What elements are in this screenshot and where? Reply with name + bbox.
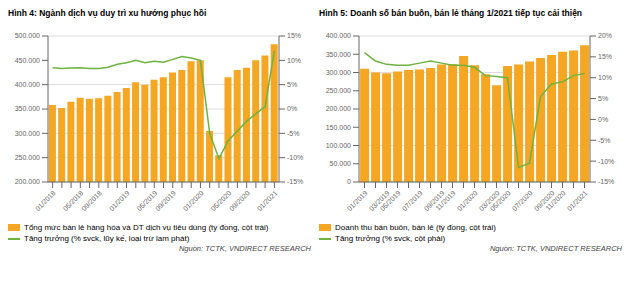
html-text:Tăng trưởng (% svck, lũy kế, l: Tăng trưởng (% svck, lũy kế, loại trừ la… — [24, 234, 190, 243]
html-text:Hình 4: Ngành dịch vụ duy trì: Hình 4: Ngành dịch vụ duy trì xu hướng p… — [8, 8, 207, 18]
svg-text:09/2019: 09/2019 — [422, 189, 446, 213]
svg-text:11/2019: 11/2019 — [434, 189, 457, 212]
svg-text:350.000: 350.000 — [15, 105, 40, 112]
html-text:Tổng mức bán lẻ hàng hóa và DT: Tổng mức bán lẻ hàng hóa và DT dịch vụ t… — [24, 223, 269, 232]
svg-text:05/2018: 05/2018 — [61, 189, 85, 213]
html-text:Tăng trưởng (% svck, cột phải): Tăng trưởng (% svck, cột phải) — [335, 234, 446, 243]
svg-text:01/2020: 01/2020 — [182, 189, 205, 212]
html-text:Doanh thu bán buôn, bán lẻ (tỷ: Doanh thu bán buôn, bán lẻ (tỷ đồng, cột… — [335, 223, 496, 232]
svg-text:400.000: 400.000 — [326, 32, 351, 39]
svg-text:20%: 20% — [598, 32, 612, 39]
svg-text:15%: 15% — [287, 32, 301, 39]
svg-text:01/2018: 01/2018 — [34, 189, 57, 212]
svg-text:09/2020: 09/2020 — [532, 189, 556, 213]
svg-text:01/2020: 01/2020 — [456, 189, 479, 212]
svg-text:01/2019: 01/2019 — [346, 189, 369, 212]
svg-text:05/2019: 05/2019 — [135, 189, 159, 213]
svg-text:07/2020: 07/2020 — [511, 189, 534, 212]
svg-text:0%: 0% — [598, 116, 608, 123]
svg-text:01/2021: 01/2021 — [566, 189, 589, 212]
svg-text:-5%: -5% — [598, 137, 610, 144]
html-text:Nguồn: TCTK, VNDIRECT RESEARCH: Nguồn: TCTK, VNDIRECT RESEARCH — [178, 244, 311, 253]
svg-text:100.000: 100.000 — [326, 142, 351, 149]
svg-text:-10%: -10% — [287, 154, 303, 161]
svg-text:0%: 0% — [287, 105, 297, 112]
svg-text:450.000: 450.000 — [15, 57, 40, 64]
html-text:Nguồn: TCTK, VNDIRECT RESEARCH: Nguồn: TCTK, VNDIRECT RESEARCH — [489, 244, 622, 253]
svg-text:0: 0 — [347, 178, 351, 185]
svg-text:-15%: -15% — [598, 178, 614, 185]
svg-text:350.000: 350.000 — [326, 51, 351, 58]
svg-text:09/2019: 09/2019 — [154, 189, 177, 212]
svg-text:250.000: 250.000 — [15, 154, 40, 161]
svg-text:03/2019: 03/2019 — [367, 189, 391, 213]
svg-text:150.000: 150.000 — [326, 124, 351, 131]
svg-text:11/2020: 11/2020 — [544, 189, 567, 212]
svg-text:5%: 5% — [598, 95, 608, 102]
svg-text:07/2019: 07/2019 — [401, 189, 424, 212]
html-text:Hình 5: Doanh số bán buôn, bán: Hình 5: Doanh số bán buôn, bán lẻ tháng … — [319, 8, 583, 18]
svg-text:200.000: 200.000 — [15, 178, 40, 185]
svg-text:01/2021: 01/2021 — [256, 189, 279, 212]
svg-text:09/2020: 09/2020 — [228, 189, 251, 212]
svg-text:200.000: 200.000 — [326, 105, 351, 112]
svg-text:05/2019: 05/2019 — [379, 189, 402, 212]
svg-text:01/2019: 01/2019 — [108, 189, 131, 212]
svg-text:09/2018: 09/2018 — [80, 189, 103, 212]
svg-text:250.000: 250.000 — [326, 87, 351, 94]
svg-text:10%: 10% — [598, 74, 612, 81]
svg-text:15%: 15% — [598, 53, 612, 60]
svg-text:05/2020: 05/2020 — [489, 189, 512, 212]
svg-text:50.000: 50.000 — [330, 160, 352, 167]
svg-text:03/2020: 03/2020 — [477, 189, 501, 213]
svg-text:400.000: 400.000 — [15, 81, 40, 88]
svg-text:-15%: -15% — [287, 178, 303, 185]
svg-text:300.000: 300.000 — [326, 69, 351, 76]
svg-text:10%: 10% — [287, 57, 301, 64]
svg-text:5%: 5% — [287, 81, 297, 88]
svg-text:05/2020: 05/2020 — [209, 189, 233, 213]
svg-text:-5%: -5% — [287, 130, 299, 137]
svg-text:300.000: 300.000 — [15, 130, 40, 137]
svg-text:-10%: -10% — [598, 158, 614, 165]
svg-text:500.000: 500.000 — [15, 32, 40, 39]
